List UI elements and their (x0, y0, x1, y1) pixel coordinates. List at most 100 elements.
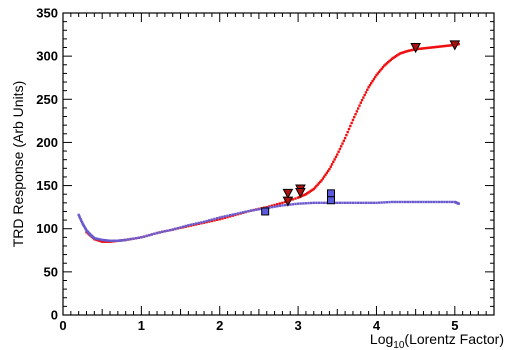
y-axis-title: TRD Response (Arb Units) (10, 81, 26, 248)
data-point (127, 238, 130, 241)
data-point (334, 155, 338, 159)
data-point (362, 96, 365, 99)
data-point (349, 201, 352, 205)
data-point (449, 40, 461, 51)
data-point (332, 160, 335, 164)
data-point (414, 200, 417, 204)
data-point (417, 200, 420, 204)
data-point (424, 200, 428, 204)
data-point (428, 46, 432, 49)
data-point (316, 183, 319, 186)
data-point (205, 219, 208, 223)
y-tick-label: 150 (36, 178, 58, 193)
data-point (102, 240, 105, 243)
data-point (419, 200, 423, 204)
data-point (210, 218, 214, 221)
data-point (363, 93, 366, 97)
data-point (424, 46, 428, 50)
data-point (119, 239, 122, 242)
y-tick-label: 250 (36, 92, 58, 107)
data-point (104, 239, 108, 242)
data-point (98, 239, 101, 242)
data-point (200, 221, 203, 224)
data-point (171, 228, 174, 231)
data-point (315, 184, 318, 188)
data-point (116, 239, 120, 242)
data-point (195, 222, 198, 225)
data-point (114, 239, 117, 242)
data-point (221, 217, 224, 220)
data-point (231, 213, 234, 216)
data-point (299, 202, 302, 205)
data-point (304, 193, 308, 196)
data-point (390, 200, 394, 204)
x-tick-label: 3 (294, 318, 301, 333)
data-point (383, 64, 386, 67)
data-point (377, 70, 381, 74)
data-point (323, 201, 326, 205)
data-point (364, 201, 368, 205)
data-point (327, 196, 336, 205)
data-point (327, 189, 336, 198)
data-point (270, 205, 274, 209)
data-point (255, 208, 258, 211)
data-point (417, 47, 420, 51)
data-point (218, 216, 221, 219)
data-point (377, 201, 381, 204)
data-point (407, 49, 411, 52)
data-point (388, 59, 391, 63)
data-point (106, 239, 109, 242)
data-point (409, 200, 412, 204)
data-point (447, 44, 450, 47)
data-point (401, 200, 404, 204)
series-2 (282, 40, 461, 207)
data-point (389, 58, 393, 62)
data-point (294, 197, 297, 200)
data-point (99, 240, 103, 243)
x-tick-label: 4 (373, 318, 381, 333)
y-tick-label: 50 (44, 264, 58, 279)
data-point (333, 158, 336, 161)
data-point (381, 66, 385, 69)
data-point (97, 237, 100, 241)
data-point (411, 48, 415, 52)
data-point (317, 201, 321, 205)
data-point (406, 49, 409, 53)
data-point (252, 208, 255, 212)
data-point (221, 215, 224, 219)
data-point (95, 237, 99, 240)
data-point (323, 175, 326, 178)
data-point (281, 201, 284, 205)
data-point (385, 201, 389, 204)
data-point (385, 62, 389, 65)
y-tick-label: 200 (36, 135, 58, 150)
data-point (228, 213, 232, 217)
data-point (351, 118, 355, 122)
data-point (388, 200, 391, 204)
data-point (281, 204, 284, 207)
data-point (325, 171, 329, 175)
data-point (393, 55, 396, 59)
data-point (457, 202, 460, 205)
data-point (121, 239, 125, 242)
x-tick-label: 0 (59, 318, 66, 333)
data-point (338, 201, 342, 205)
data-point (137, 236, 140, 239)
data-point (223, 215, 227, 218)
data-point (94, 237, 97, 240)
data-point (215, 217, 219, 220)
data-point (80, 220, 84, 224)
data-point (289, 203, 292, 206)
data-point (431, 46, 434, 49)
data-point (181, 225, 185, 228)
data-point (398, 52, 402, 55)
data-point (375, 73, 378, 77)
data-point (100, 240, 104, 243)
data-point (295, 187, 306, 199)
y-tick-label: 0 (51, 308, 58, 323)
data-point (367, 86, 370, 89)
data-point (432, 46, 436, 49)
data-point (440, 200, 443, 204)
data-point (435, 45, 438, 49)
data-point (330, 163, 334, 166)
